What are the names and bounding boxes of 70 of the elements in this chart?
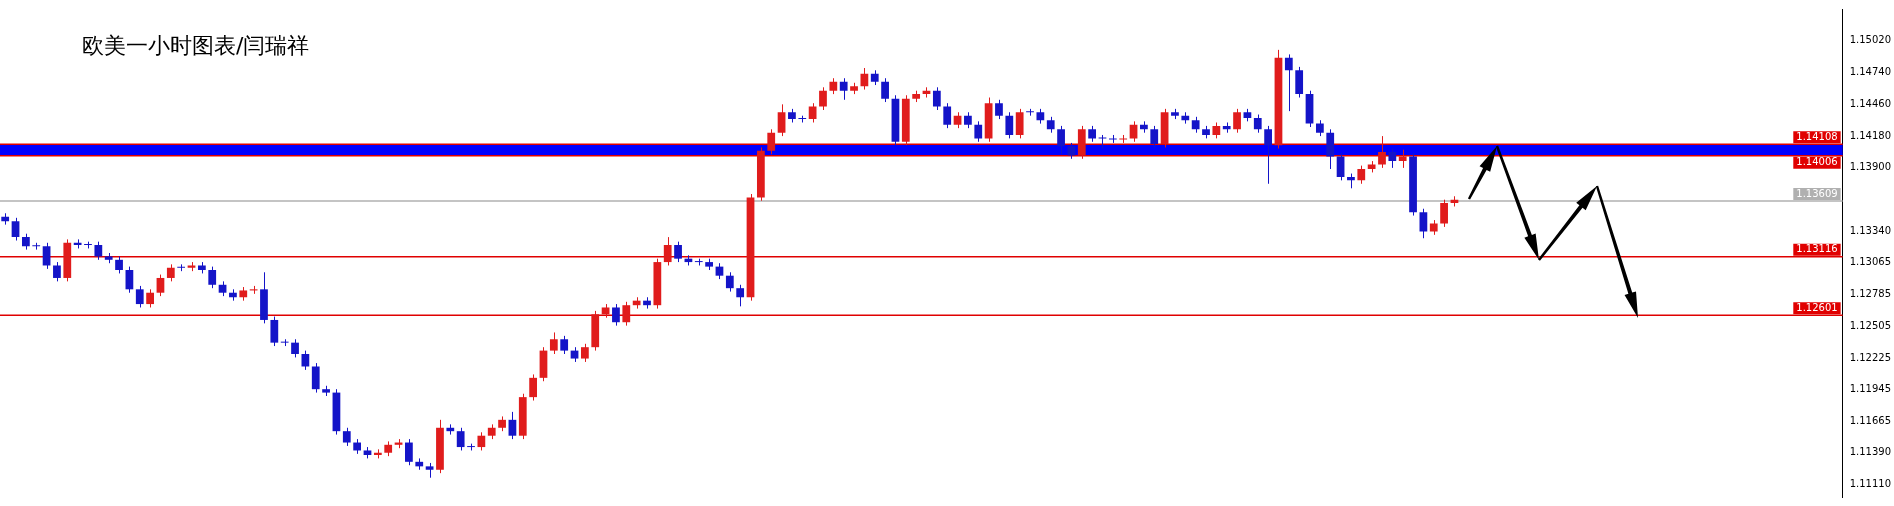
candlestick: [146, 288, 154, 308]
candlestick: [529, 373, 538, 402]
candlestick: [736, 284, 745, 307]
candlestick: [1057, 125, 1065, 155]
candlestick: [291, 338, 299, 358]
y-tick-label: 1.13900: [1849, 161, 1892, 173]
y-tick-label: 1.11945: [1849, 383, 1892, 395]
candlestick: [508, 411, 517, 440]
y-tick-label: 1.15020: [1849, 34, 1892, 46]
candlestick: [808, 102, 817, 123]
y-tick-label: 1.12225: [1849, 351, 1892, 363]
y-tick-label: 1.14180: [1849, 129, 1892, 141]
candlestick: [1357, 165, 1366, 185]
candlestick: [777, 103, 786, 137]
candlestick: [477, 431, 486, 451]
y-tick-label: 1.14740: [1849, 66, 1892, 78]
candlestick: [270, 316, 279, 347]
candlestick: [1005, 111, 1014, 139]
candlestick: [1388, 148, 1397, 169]
candlestick: [11, 217, 20, 242]
candlestick: [1378, 135, 1386, 169]
ref-line-label: 1.13116: [1796, 243, 1838, 255]
candlestick: [725, 271, 734, 293]
candlestick: [342, 427, 351, 447]
candlestick: [1398, 149, 1407, 169]
y-tick-label: 1.13065: [1849, 256, 1892, 268]
candlestick: [819, 86, 827, 111]
candlestick: [674, 241, 682, 263]
ref-line-label: 1.13609: [1796, 187, 1838, 199]
candlestick: [767, 128, 776, 155]
y-tick-label: 1.11110: [1849, 478, 1892, 490]
candlestick: [995, 99, 1003, 120]
candlestick: [456, 427, 465, 451]
candlestick: [1253, 114, 1262, 134]
candlestick: [405, 438, 413, 466]
candlestick: [156, 274, 165, 297]
candlestick: [612, 303, 620, 327]
candlestick: [1233, 108, 1241, 134]
candlestick: [1264, 125, 1272, 185]
candlestick: [974, 120, 983, 143]
candlestick: [53, 261, 61, 282]
candlestick: [311, 362, 320, 394]
candlestick: [1015, 108, 1024, 139]
candlestick: [549, 331, 558, 355]
y-tick-label: 1.11665: [1849, 415, 1892, 427]
candlestick: [943, 102, 952, 129]
y-tick-label: 1.12505: [1849, 319, 1892, 331]
candlestick: [839, 77, 848, 101]
candlestick: [1295, 66, 1304, 99]
candlestick: [1326, 128, 1335, 170]
ref-line-label: 1.14006: [1796, 156, 1838, 168]
candlestick: [560, 335, 569, 355]
y-tick-label: 1.14460: [1849, 97, 1892, 109]
y-tick-label: 1.11390: [1849, 446, 1892, 458]
candlestick: [622, 301, 631, 327]
y-tick-label: 1.12785: [1849, 288, 1892, 300]
ref-line-label: 1.14108: [1796, 130, 1838, 142]
ref-line-label: 1.12601: [1796, 301, 1838, 313]
y-tick-label: 1.13340: [1849, 225, 1892, 237]
candlestick: [932, 86, 941, 111]
text: 欧美一小时图表/闫瑞祥: [82, 32, 310, 58]
candlestick: [663, 236, 672, 266]
candlestick: [1284, 53, 1293, 112]
candlestick: [881, 77, 889, 103]
candlestick: [1440, 199, 1448, 228]
candlestick: [135, 285, 144, 308]
candlestick: [581, 343, 589, 363]
candlestick: [208, 266, 217, 289]
candlestick: [94, 241, 103, 261]
candlestick: [1150, 125, 1159, 148]
